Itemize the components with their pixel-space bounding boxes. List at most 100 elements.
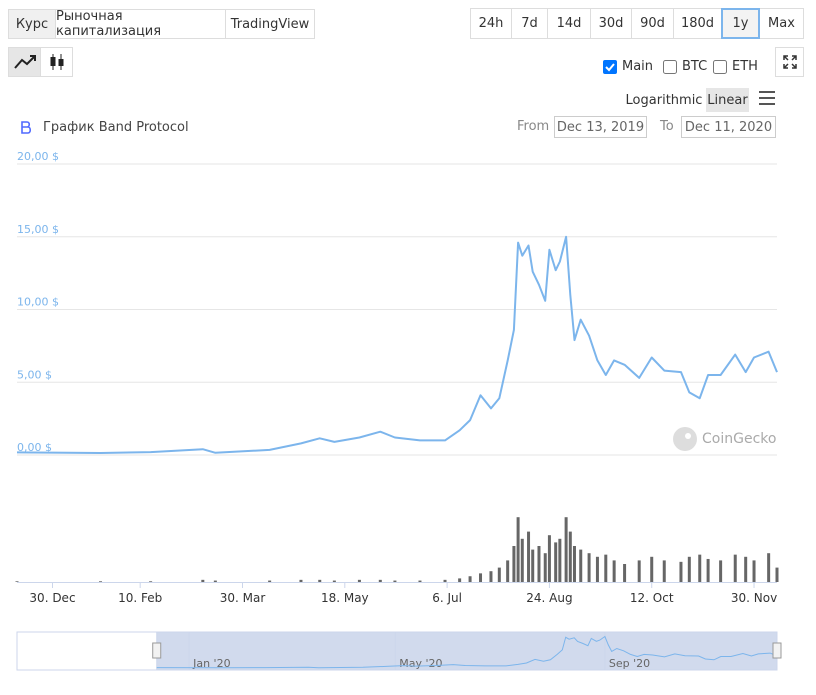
volume-bar [378,579,382,582]
volume-bar [543,553,547,582]
from-input[interactable]: Dec 13, 2019 [554,116,647,138]
tab[interactable]: Рыночная капитализация [55,9,226,39]
checkbox-label: ETH [732,59,758,74]
navigator-frame [16,631,778,671]
volume-bar [520,538,524,582]
x-tick-label: 12. Oct [630,591,674,605]
volume-bar [489,571,493,582]
volume-bar [662,560,666,582]
volume-bar [527,531,531,582]
menu-icon[interactable] [759,91,775,105]
scale-button[interactable]: Logarithmic [625,92,703,108]
volume-bar [497,567,501,582]
range-button[interactable]: 180d [673,8,722,39]
x-tick-label: 6. Jul [432,591,462,605]
checkbox-box[interactable] [713,59,727,74]
checkbox-label: BTC [682,59,708,74]
line-icon [13,55,36,69]
checkbox-box[interactable] [663,59,677,74]
volume-bar [558,538,562,582]
price-line [16,235,778,454]
volume-bar [393,580,397,582]
volume-bar [479,573,483,582]
navigator-label: Sep '20 [609,657,650,670]
navigator-handle[interactable] [772,642,782,659]
volume-bar [512,546,516,582]
checkbox-box[interactable] [603,59,617,74]
navigator-handle[interactable] [152,642,162,659]
volume-bar [213,580,217,582]
range-button[interactable]: 7d [511,8,548,39]
volume-bar [299,579,303,582]
volume-bar [357,579,361,582]
volume-bar [612,560,616,582]
volume-bar [706,558,710,582]
volume-bar [15,581,19,582]
x-tick-label: 30. Mar [220,591,266,605]
y-tick-label: 5,00 $ [17,368,52,381]
x-tick-label: 24. Aug [526,591,572,605]
volume-bar [637,560,641,582]
chart-title: График Band Protocol [43,120,189,135]
volume-bar [733,554,737,582]
checkbox[interactable]: Main [603,59,653,74]
check-bg [713,59,727,74]
volume-bar [744,556,748,582]
navigator-label: Jan '20 [192,657,230,670]
y-tick-label: 15,00 $ [17,223,59,236]
x-tick-label: 30. Dec [29,591,75,605]
volume-bar [332,580,336,582]
volume-bar [572,546,576,582]
volume-bar [568,531,572,582]
range-button[interactable]: 24h [470,8,512,39]
volume-bar [579,549,583,582]
fullscreen-button[interactable] [775,47,804,77]
to-label: To [660,119,674,134]
to-input[interactable]: Dec 11, 2020 [681,116,776,138]
volume-bar [564,517,568,582]
line-chart-button[interactable] [8,47,41,77]
volume-bar [418,580,422,582]
volume-bar [587,553,591,582]
volume-bar [443,579,447,582]
navigator-label: May '20 [399,657,442,670]
volume-bar [531,549,535,582]
check-mark [605,62,615,71]
candle-chart-button[interactable] [40,47,73,77]
volume-bar [775,567,779,582]
x-tick-label: 18. May [321,591,369,605]
expand-icon [782,55,797,69]
y-tick-label: 10,00 $ [17,296,59,309]
y-tick-label: 20,00 $ [17,150,59,163]
range-button[interactable]: 90d [631,8,674,39]
tab[interactable]: TradingView [225,9,315,39]
range-button[interactable]: 1y [721,8,760,39]
scale-button[interactable]: Linear [706,88,749,112]
volume-bar [719,560,723,582]
volume-bar [752,560,756,582]
check-bg [663,59,677,74]
navigator-line [156,635,778,669]
volume-bar [201,579,205,582]
watermark-logo [673,427,697,451]
volume-bar [149,581,153,582]
volume-bar [679,561,683,582]
navigator-selection [156,631,778,671]
x-tick-label: 10. Feb [118,591,162,605]
checkbox[interactable]: ETH [713,59,758,74]
volume-bar [595,556,599,582]
volume-bar [537,546,541,582]
volume-bar [623,564,627,582]
range-button[interactable]: Max [759,8,804,39]
volume-bar [698,554,702,582]
volume-bar [458,578,462,582]
range-button[interactable]: 30d [590,8,632,39]
checkbox[interactable]: BTC [663,59,707,74]
volume-bar [506,560,510,582]
watermark: CoinGecko [672,426,776,452]
volume-bar [604,554,608,582]
tab[interactable]: Курс [8,9,56,39]
range-button[interactable]: 14d [547,8,591,39]
